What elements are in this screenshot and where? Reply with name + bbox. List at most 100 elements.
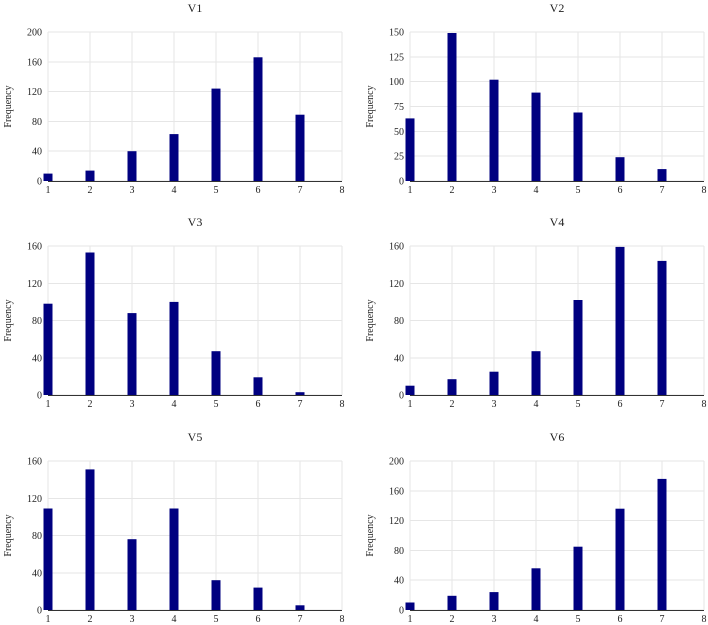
x-tick-label: 6	[618, 185, 623, 196]
bar-2	[447, 379, 457, 395]
y-tick-label: 80	[394, 316, 404, 327]
histogram-panel-6: 0 40 80 120 160 200 1 2 3 4 5 6 7 8 V6 Frequency	[365, 430, 707, 625]
bar-1	[43, 508, 53, 610]
x-tick-label: 3	[492, 614, 497, 625]
bar-3	[127, 539, 137, 610]
bar-6	[253, 587, 263, 610]
chart-title: V6	[550, 430, 565, 444]
bar-7	[657, 260, 667, 395]
x-tick-label: 3	[492, 185, 497, 196]
bar-5	[573, 546, 583, 610]
histogram-panel-5: 0 40 80 120 160 1 2 3 4 5 6 7 8 V5 Frequency	[3, 430, 345, 625]
x-tick-label: 2	[450, 185, 455, 196]
x-tick-label: 1	[46, 614, 51, 625]
x-tick-label: 1	[408, 614, 413, 625]
bar-5	[211, 351, 221, 395]
y-tick-label: 120	[27, 494, 42, 505]
bar-3	[127, 313, 137, 395]
y-tick-label: 200	[389, 457, 404, 468]
x-tick-label: 7	[660, 185, 665, 196]
x-tick-label: 1	[408, 399, 413, 410]
bar-4	[531, 351, 541, 395]
bar-6	[615, 246, 625, 395]
y-tick-label: 50	[394, 127, 404, 138]
x-tick-label: 5	[214, 614, 219, 625]
x-tick-label: 8	[340, 399, 345, 410]
x-tick-label: 4	[534, 614, 539, 625]
y-tick-label: 160	[27, 457, 42, 468]
chart-title: V1	[188, 1, 203, 15]
x-tick-label: 8	[702, 185, 707, 196]
x-tick-label: 5	[576, 614, 581, 625]
bar-6	[253, 377, 263, 395]
y-axis-label: Frequency	[3, 85, 14, 127]
bar-6	[615, 508, 625, 610]
y-axis-label: Frequency	[365, 299, 376, 341]
y-axis-label: Frequency	[3, 299, 14, 341]
y-tick-label: 80	[32, 531, 42, 542]
histogram-panel-4: 0 40 80 120 160 1 2 3 4 5 6 7 8 V4 Frequency	[365, 215, 707, 410]
chart-title: V5	[188, 430, 203, 444]
x-tick-label: 8	[340, 614, 345, 625]
y-tick-label: 0	[37, 177, 42, 188]
x-tick-label: 2	[88, 614, 93, 625]
bar-5	[573, 300, 583, 395]
chart-title: V2	[550, 1, 565, 15]
x-tick-label: 4	[534, 185, 539, 196]
x-tick-label: 7	[298, 185, 303, 196]
x-tick-label: 6	[256, 185, 261, 196]
x-tick-label: 1	[46, 185, 51, 196]
x-tick-label: 3	[130, 185, 135, 196]
x-tick-label: 1	[46, 399, 51, 410]
x-tick-label: 3	[492, 399, 497, 410]
x-tick-label: 4	[172, 399, 177, 410]
bar-7	[295, 392, 305, 395]
x-tick-label: 3	[130, 399, 135, 410]
chart-title: V3	[188, 215, 203, 229]
x-tick-label: 6	[256, 614, 261, 625]
histogram-panel-3: 0 40 80 120 160 1 2 3 4 5 6 7 8 V3 Frequency	[3, 215, 345, 410]
y-tick-label: 160	[389, 486, 404, 497]
y-axis-label: Frequency	[365, 85, 376, 127]
x-tick-label: 2	[450, 399, 455, 410]
x-tick-label: 8	[702, 614, 707, 625]
bar-5	[211, 88, 221, 181]
y-axis-label: Frequency	[3, 514, 14, 556]
y-tick-label: 40	[394, 353, 404, 364]
x-tick-label: 7	[660, 399, 665, 410]
bar-5	[211, 580, 221, 610]
bar-7	[657, 169, 667, 181]
y-tick-label: 40	[32, 147, 42, 158]
y-tick-label: 80	[32, 117, 42, 128]
bar-2	[85, 170, 95, 181]
bar-2	[85, 252, 95, 395]
x-tick-label: 1	[408, 185, 413, 196]
bar-7	[657, 478, 667, 610]
x-tick-label: 7	[298, 614, 303, 625]
x-tick-label: 7	[298, 399, 303, 410]
bar-4	[169, 508, 179, 610]
x-tick-label: 6	[618, 399, 623, 410]
y-tick-label: 160	[27, 57, 42, 68]
y-tick-label: 125	[389, 52, 404, 63]
histogram-panel-2: 0 25 50 75 100 125 150 1 2 3 4 5 6 7 8 V2 Frequency	[365, 1, 707, 196]
x-tick-label: 2	[88, 399, 93, 410]
y-tick-label: 80	[394, 546, 404, 557]
y-tick-label: 150	[389, 28, 404, 39]
bar-4	[169, 134, 179, 181]
bar-4	[531, 92, 541, 181]
bar-1	[43, 303, 53, 395]
bar-3	[127, 151, 137, 181]
x-tick-label: 8	[340, 185, 345, 196]
y-tick-label: 0	[399, 177, 404, 188]
y-tick-label: 160	[27, 242, 42, 253]
bar-1	[405, 118, 415, 181]
bar-1	[405, 385, 415, 395]
y-tick-label: 75	[394, 102, 404, 113]
x-tick-label: 6	[256, 399, 261, 410]
bar-6	[253, 57, 263, 181]
bar-3	[489, 79, 499, 181]
x-tick-label: 3	[130, 614, 135, 625]
y-tick-label: 0	[37, 606, 42, 617]
